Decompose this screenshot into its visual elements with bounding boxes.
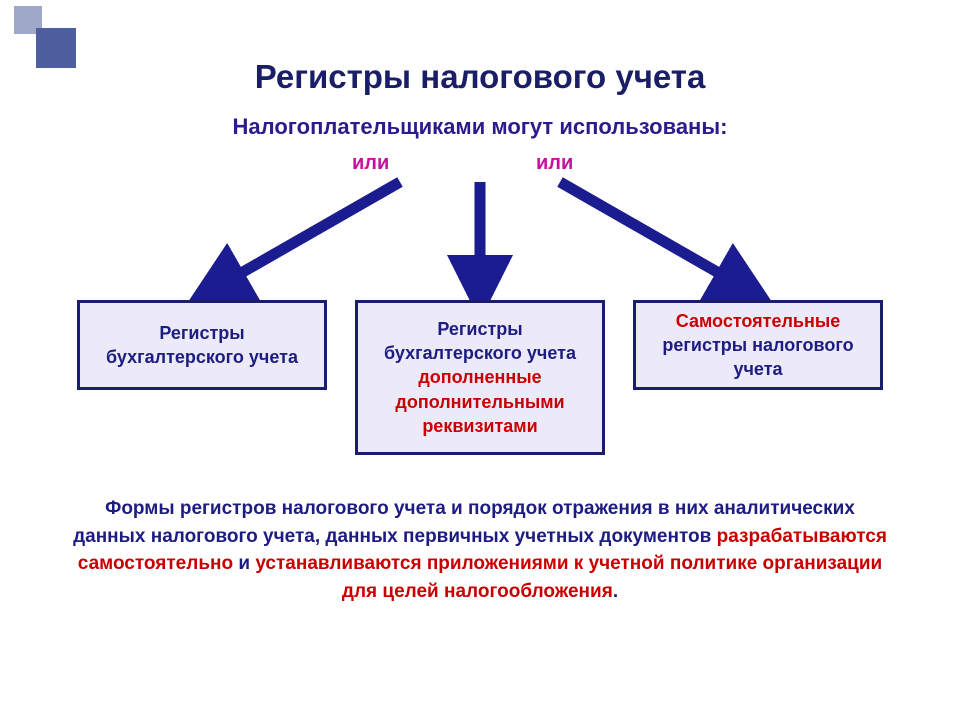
page-title: Регистры налогового учета xyxy=(0,58,960,96)
box-2-line-2: дополненные дополнительными реквизитами xyxy=(368,365,592,438)
bottom-paragraph: Формы регистров налогового учета и поряд… xyxy=(70,495,890,605)
box-3: Самостоятельные регистры налогового учет… xyxy=(633,300,883,390)
boxes-row: Регистры бухгалтерского учета Регистры б… xyxy=(0,300,960,470)
bottom-seg-5: . xyxy=(613,581,618,602)
box-3-line-1: Самостоятельные xyxy=(676,311,841,331)
box-1-line-1: Регистры бухгалтерского учета xyxy=(90,321,314,370)
box-3-line-2: регистры налогового учета xyxy=(662,335,853,379)
page-subtitle: Налогоплательщиками могут использованы: xyxy=(0,114,960,140)
arrows-svg xyxy=(0,170,960,310)
box-1: Регистры бухгалтерского учета xyxy=(77,300,327,390)
box-2: Регистры бухгалтерского учета дополненны… xyxy=(355,300,605,455)
box-2-line-1: Регистры бухгалтерского учета xyxy=(368,317,592,366)
bottom-seg-3: и xyxy=(233,553,255,574)
bottom-seg-4: устанавливаются приложениями к учетной п… xyxy=(255,553,882,602)
